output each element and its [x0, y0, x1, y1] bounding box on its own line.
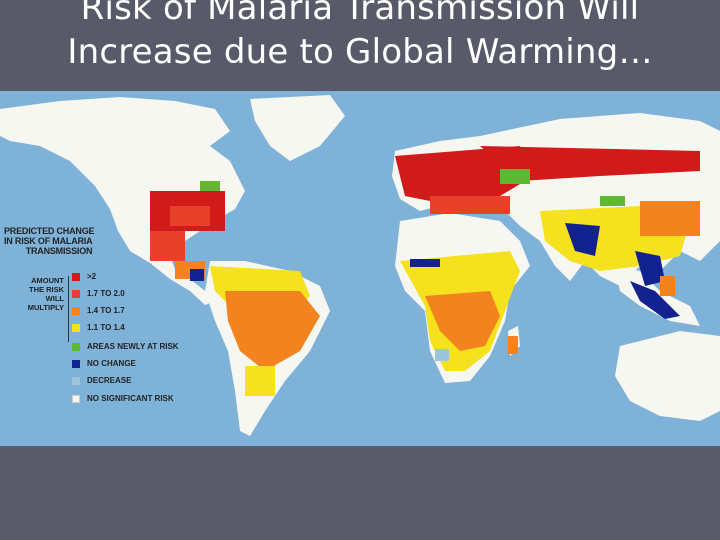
legend-item: 1.1 TO 1.4	[72, 322, 125, 333]
risk-area-philippines	[660, 276, 675, 296]
risk-area-us-newly	[200, 181, 220, 191]
legend-swatch	[72, 342, 80, 351]
legend-label: 1.7 TO 2.0	[87, 289, 125, 298]
risk-area-europe	[395, 146, 525, 203]
map-legend: PREDICTED CHANGE IN RISK OF MALARIA TRAN…	[4, 226, 204, 403]
risk-area-africa-decrease	[435, 349, 449, 361]
amount-label-line-2: THE RISK	[28, 285, 64, 294]
risk-area-africa-central	[425, 291, 500, 351]
legend-item: DECREASE	[72, 375, 131, 386]
landmass-australia	[615, 331, 720, 421]
legend-item: NO CHANGE	[72, 358, 136, 369]
risk-area-indonesia-blue	[630, 281, 680, 319]
legend-title-line-2: IN RISK OF MALARIA	[4, 236, 93, 246]
legend-label: >2	[87, 272, 97, 281]
legend-label: DECREASE	[87, 376, 132, 385]
legend-title-line-3: TRANSMISSION	[25, 246, 93, 256]
legend-item: NO SIGNIFICANT RISK	[72, 393, 174, 404]
risk-area-southeast-asia-blue	[635, 251, 665, 286]
legend-label: NO SIGNIFICANT RISK	[87, 394, 174, 403]
legend-title-line-1: PREDICTED CHANGE	[4, 226, 95, 236]
world-map-graphic	[0, 95, 720, 436]
risk-area-mediterranean	[430, 196, 510, 214]
legend-label: NO CHANGE	[87, 359, 136, 368]
risk-area-india-blue	[565, 223, 600, 256]
amount-label-line-4: MULTIPLY	[27, 303, 64, 312]
risk-area-russia-newly	[500, 169, 530, 184]
legend-label: 1.4 TO 1.7	[87, 306, 125, 315]
risk-area-amazon	[225, 291, 320, 371]
amount-label-line-1: AMOUNT	[31, 276, 64, 285]
legend-swatch	[72, 323, 80, 332]
risk-area-asia-newly	[600, 196, 625, 206]
legend-label: AREAS NEWLY AT RISK	[87, 342, 179, 351]
landmass-greenland	[250, 95, 345, 161]
legend-bracket	[68, 276, 73, 342]
risk-area-us-central	[170, 206, 210, 226]
legend-swatch	[72, 306, 80, 315]
legend-swatch	[72, 359, 80, 368]
legend-amount-label: AMOUNT THE RISK WILL MULTIPLY	[4, 276, 64, 312]
risk-area-south-america-south	[245, 366, 275, 396]
legend-swatch	[72, 376, 80, 385]
legend-swatch	[72, 272, 80, 281]
risk-area-central-america-blue	[190, 269, 204, 281]
landmass-central-america	[150, 263, 215, 305]
amount-label-line-3: WILL	[45, 294, 64, 303]
title-line-2: Increase due to Global Warming…	[67, 32, 653, 72]
slide-bottom-background	[0, 446, 720, 540]
risk-area-mexico	[150, 231, 185, 261]
legend-item: AREAS NEWLY AT RISK	[72, 341, 179, 352]
legend-item: 1.7 TO 2.0	[72, 288, 125, 299]
legend-swatch	[72, 394, 80, 403]
legend-item: 1.4 TO 1.7	[72, 305, 125, 316]
legend-swatch	[72, 289, 80, 298]
risk-area-russia	[480, 146, 700, 181]
risk-area-africa-north-blue	[410, 259, 440, 267]
legend-label: 1.1 TO 1.4	[87, 323, 125, 332]
slide-title: Risk of Malaria Transmission Will Increa…	[0, 0, 720, 74]
world-map: PREDICTED CHANGE IN RISK OF MALARIA TRAN…	[0, 91, 720, 446]
risk-area-madagascar	[508, 336, 518, 354]
legend-item: >2	[72, 271, 96, 282]
title-line-1: Risk of Malaria Transmission Will	[80, 0, 640, 28]
risk-area-china	[640, 201, 700, 236]
